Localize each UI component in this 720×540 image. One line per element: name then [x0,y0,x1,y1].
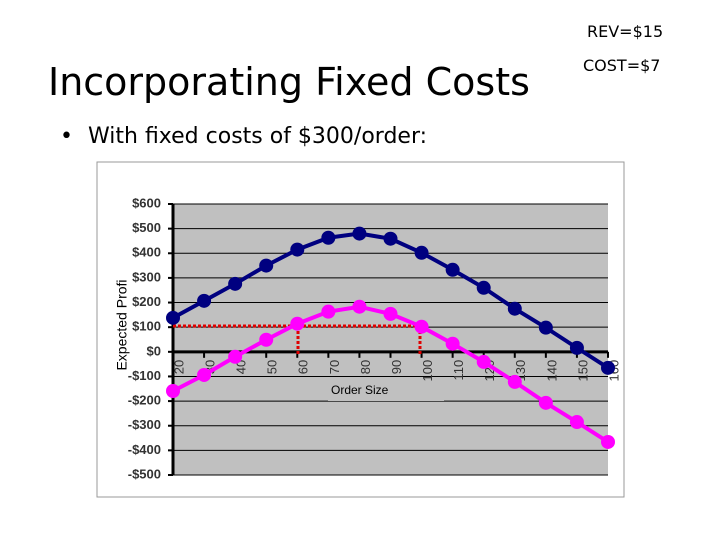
data-point [197,367,212,382]
x-tick-label: 160 [606,360,621,382]
data-point [259,332,274,347]
rev-note: REV=$15 [587,22,664,41]
y-tick-label: -$500 [128,466,161,481]
x-tick-label: 90 [389,360,404,374]
bullet-marker: • [60,124,73,149]
data-point [414,245,429,260]
y-axis-label: Expected Profi [114,279,130,370]
data-point [321,304,336,319]
data-point [321,230,336,245]
data-point [601,434,615,449]
series-line [172,304,610,444]
data-point [476,354,491,369]
y-tick-label: $0 [147,343,161,358]
y-tick-label: -$100 [128,368,161,383]
plot-area [173,204,608,475]
y-tick-label: $300 [132,269,161,284]
x-tick-label: 70 [327,360,342,374]
slide-title: Incorporating Fixed Costs [48,60,530,104]
data-point [569,415,584,430]
x-tick-label: 150 [575,360,590,382]
x-tick-label: 20 [171,360,186,374]
data-point [601,360,615,375]
data-point [445,262,460,277]
chart-frame [96,161,625,498]
x-tick-label: 140 [544,360,559,382]
y-tick-label: $100 [132,319,161,334]
x-tick-label: 120 [482,360,497,382]
x-tick-label: 80 [358,360,373,374]
data-point [507,374,522,389]
cost-note: COST=$7 [583,56,661,75]
y-tick-label: $400 [132,245,161,260]
x-axis-label: Order Size [331,383,389,397]
data-point [259,258,274,273]
data-point [228,276,243,291]
data-point [414,319,429,334]
data-point [166,383,180,398]
y-tick-label: $500 [132,220,161,235]
data-point [445,336,460,351]
data-point [383,306,398,321]
x-tick-label: 110 [451,360,466,381]
x-tick-label: 130 [513,360,528,382]
data-point [569,340,584,355]
data-point [197,293,212,308]
data-point [476,280,491,295]
x-tick-label: 60 [296,360,311,374]
data-point [290,316,305,331]
y-tick-label: $200 [132,294,161,309]
x-tick-label: 100 [420,360,435,382]
y-tick-label: $600 [132,195,161,210]
data-point [507,301,522,316]
data-point [538,395,553,410]
data-point [228,349,243,364]
x-label-box [328,382,444,401]
x-tick-label: 40 [234,360,249,374]
y-tick-label: -$300 [128,417,161,432]
data-point [290,242,305,257]
x-tick-label: 30 [203,360,218,374]
data-point [538,320,553,335]
series-line [172,231,610,370]
data-point [383,231,398,246]
bullet-text: With fixed costs of $300/order: [88,124,428,149]
y-tick-label: -$200 [128,393,161,408]
data-point [352,226,367,241]
x-tick-label: 50 [265,360,280,374]
y-tick-label: -$400 [128,442,161,457]
data-point [352,299,367,314]
data-point [166,310,180,325]
